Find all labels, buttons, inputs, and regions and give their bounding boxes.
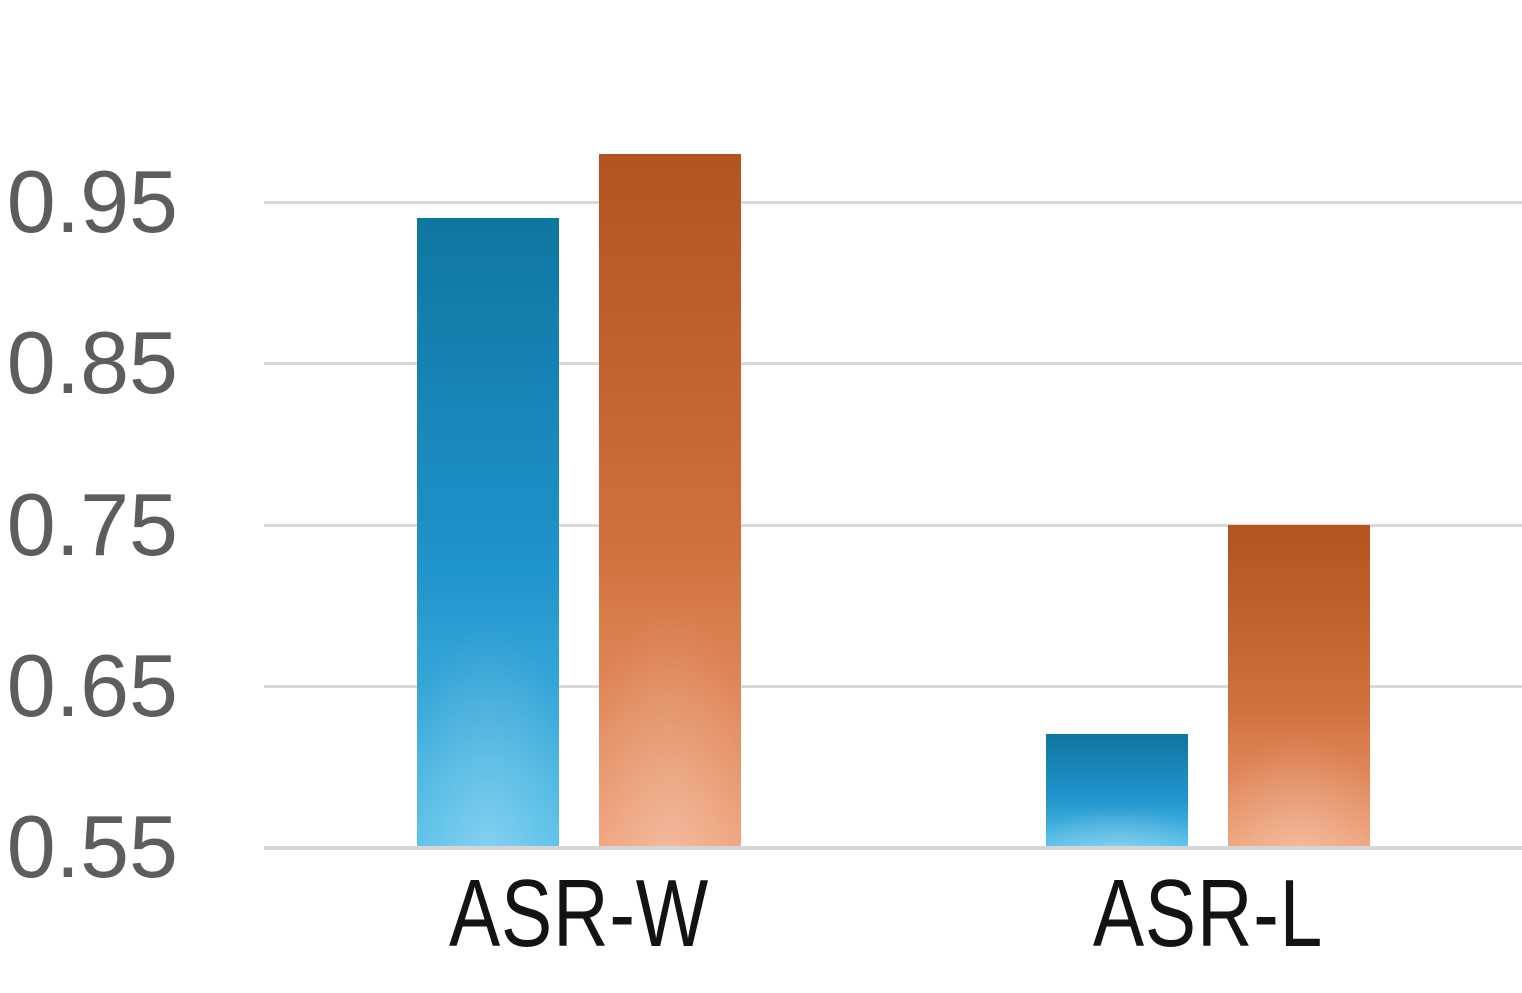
gridline [264,362,1522,366]
bar-asr-w-blue [416,218,559,847]
x-axis-line [264,846,1522,850]
y-tick-label: 0.65 [6,635,178,735]
bar-asr-w-orange [598,153,741,847]
y-tick-label: 0.55 [6,797,178,896]
gridline [264,523,1522,527]
gridline [264,201,1522,204]
gridline [264,684,1522,688]
bar-asr-l-blue [1045,734,1188,847]
y-tick-label: 0.85 [6,313,178,413]
x-category-label-asr-w: ASR-W [448,860,709,967]
bar-asr-l-orange [1227,524,1370,847]
x-category-label-asr-l: ASR-L [1092,860,1323,967]
y-tick-label: 0.95 [6,152,178,251]
y-tick-label: 0.75 [6,474,178,574]
